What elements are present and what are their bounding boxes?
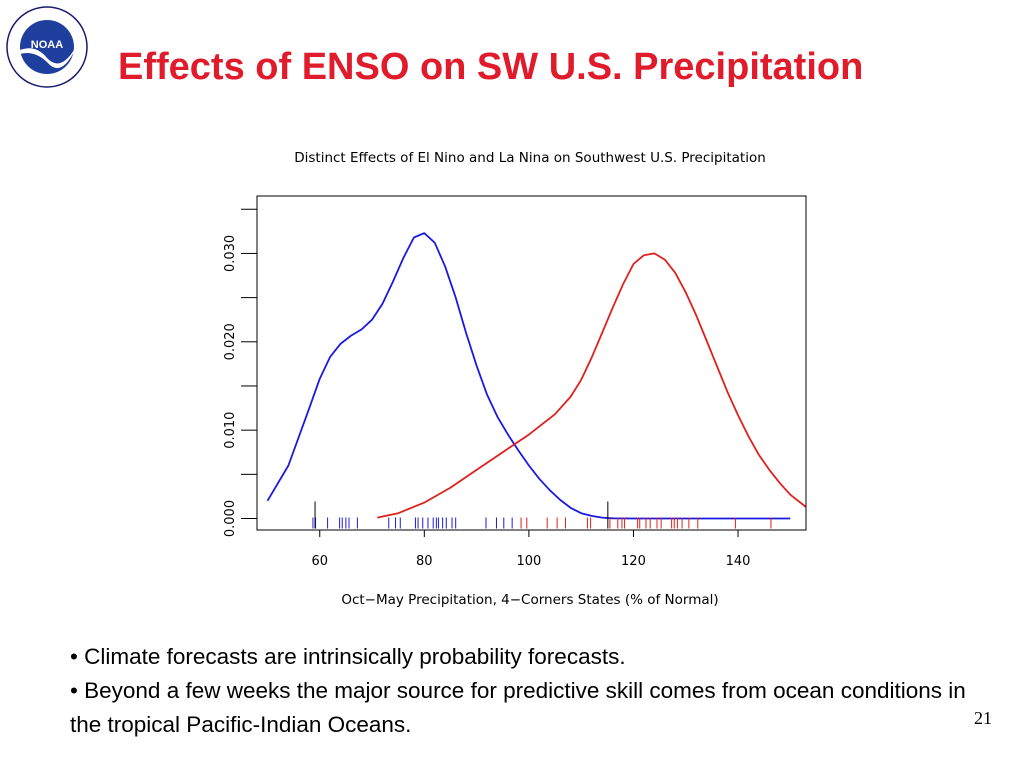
x-axis-label: Oct−May Precipitation, 4−Corners States … bbox=[341, 592, 718, 608]
chart-title: Distinct Effects of El Nino and La Nina … bbox=[294, 150, 766, 166]
logo-text: NOAA bbox=[31, 39, 63, 51]
bullet-item: • Beyond a few weeks the major source fo… bbox=[70, 678, 966, 737]
y-tick-label: 0.030 bbox=[223, 235, 238, 272]
x-tick-label: 100 bbox=[516, 554, 541, 569]
y-tick-label: 0.010 bbox=[223, 412, 238, 449]
x-tick-label: 140 bbox=[726, 554, 751, 569]
density-line-1 bbox=[266, 232, 791, 520]
bullet-list: • Climate forecasts are intrinsically pr… bbox=[70, 640, 970, 742]
noaa-logo: NOAA bbox=[6, 6, 88, 88]
x-tick-label: 60 bbox=[311, 554, 328, 569]
y-tick-label: 0.000 bbox=[223, 500, 238, 537]
x-tick-label: 80 bbox=[416, 554, 433, 569]
bullet-item: • Climate forecasts are intrinsically pr… bbox=[70, 644, 626, 669]
logo-disc bbox=[20, 20, 74, 74]
logo-wave bbox=[20, 48, 74, 69]
density-chart: Distinct Effects of El Nino and La Nina … bbox=[223, 150, 807, 608]
plot-frame bbox=[256, 195, 807, 531]
y-tick-label: 0.020 bbox=[223, 323, 238, 360]
density-line-2 bbox=[377, 252, 807, 519]
slide-title: Effects of ENSO on SW U.S. Precipitation bbox=[118, 46, 864, 88]
x-tick-label: 120 bbox=[621, 554, 646, 569]
page-number: 21 bbox=[974, 708, 992, 728]
plot-area: 60 80 100 120 140 0.000 0.010 0.020 0.030 bbox=[223, 208, 807, 569]
